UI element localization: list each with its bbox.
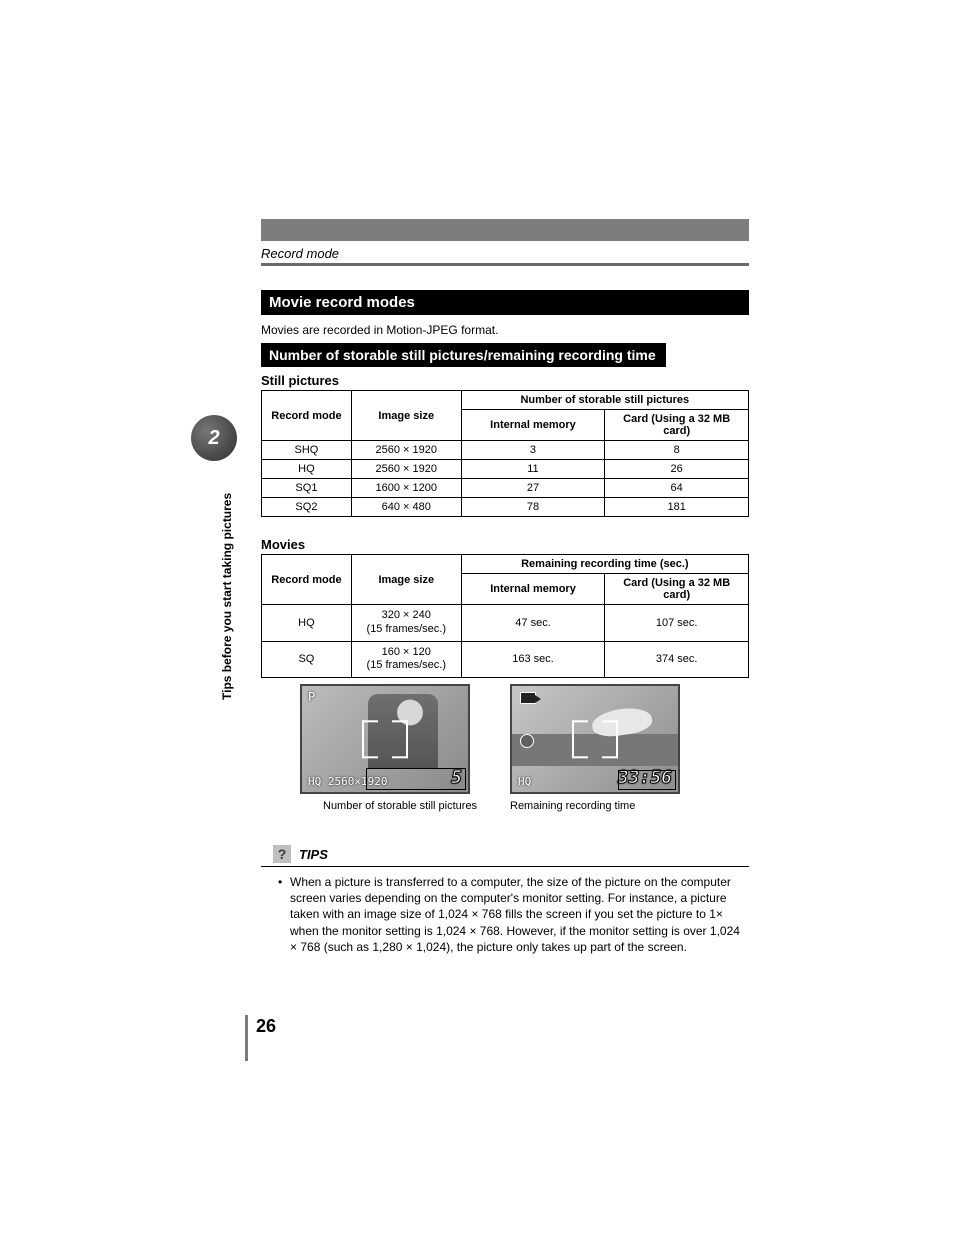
caption-still: Number of storable still pictures — [323, 800, 493, 812]
cell-internal: 3 — [461, 441, 605, 460]
cell-size: 320 × 240 (15 frames/sec.) — [351, 605, 461, 642]
table-row: SQ2 640 × 480 78 181 — [262, 498, 749, 517]
th-remaining-span: Remaining recording time (sec.) — [461, 555, 748, 574]
th-image-size: Image size — [351, 391, 461, 441]
movie-modes-body: Movies are recorded in Motion-JPEG forma… — [261, 323, 498, 337]
section-header-storable: Number of storable still pictures/remain… — [261, 343, 666, 367]
th-record-mode: Record mode — [262, 555, 352, 605]
table-row: SQ 160 × 120 (15 frames/sec.) 163 sec. 3… — [262, 641, 749, 678]
callout-box — [366, 768, 466, 790]
cell-size: 2560 × 1920 — [351, 460, 461, 479]
record-indicator-icon — [520, 734, 534, 748]
cell-internal: 78 — [461, 498, 605, 517]
cell-card: 107 sec. — [605, 605, 749, 642]
cell-card: 181 — [605, 498, 749, 517]
cell-internal: 47 sec. — [461, 605, 605, 642]
chapter-badge: 2 — [191, 415, 237, 461]
th-record-mode: Record mode — [262, 391, 352, 441]
cell-card: 64 — [605, 479, 749, 498]
cell-mode: HQ — [262, 460, 352, 479]
cell-internal: 163 sec. — [461, 641, 605, 678]
subheading-movies: Movies — [261, 537, 305, 552]
cell-card: 374 sec. — [605, 641, 749, 678]
chapter-vertical-label: Tips before you start taking pictures — [220, 493, 234, 700]
table-row: SHQ 2560 × 1920 3 8 — [262, 441, 749, 460]
tips-underline — [261, 866, 749, 867]
page-number: 26 — [256, 1016, 276, 1037]
table-movies: Record mode Image size Remaining recordi… — [261, 554, 749, 678]
tips-text: When a picture is transferred to a compu… — [290, 875, 740, 954]
page-number-rule — [245, 1015, 248, 1061]
cell-mode: SQ — [262, 641, 352, 678]
tips-label: TIPS — [299, 847, 328, 862]
breadcrumb: Record mode — [261, 246, 339, 261]
th-internal: Internal memory — [461, 410, 605, 441]
cell-card: 26 — [605, 460, 749, 479]
header-divider — [261, 263, 749, 266]
cell-mode: SHQ — [262, 441, 352, 460]
cell-mode: HQ — [262, 605, 352, 642]
caption-movie: Remaining recording time — [510, 800, 680, 812]
cell-mode: SQ1 — [262, 479, 352, 498]
section-header-movie-modes: Movie record modes — [261, 290, 749, 315]
cell-size: 2560 × 1920 — [351, 441, 461, 460]
tips-body: • When a picture is transferred to a com… — [290, 874, 745, 955]
cell-mode: SQ2 — [262, 498, 352, 517]
table-still-pictures: Record mode Image size Number of storabl… — [261, 390, 749, 517]
cell-card: 8 — [605, 441, 749, 460]
th-card: Card (Using a 32 MB card) — [605, 410, 749, 441]
movie-mode-icon — [520, 692, 536, 704]
cell-internal: 11 — [461, 460, 605, 479]
cell-size: 640 × 480 — [351, 498, 461, 517]
table-row: HQ 2560 × 1920 11 26 — [262, 460, 749, 479]
bullet-icon: • — [278, 874, 282, 890]
lcd-bottom-left: HQ — [518, 775, 531, 788]
th-card: Card (Using a 32 MB card) — [605, 574, 749, 605]
tips-question-icon: ? — [273, 845, 291, 863]
lcd-preview-still: P HQ 2560×1920 5 — [300, 684, 470, 794]
th-internal: Internal memory — [461, 574, 605, 605]
cell-internal: 27 — [461, 479, 605, 498]
tips-header: ? TIPS — [273, 845, 328, 863]
th-storable-span: Number of storable still pictures — [461, 391, 748, 410]
af-target-brackets-icon — [362, 720, 408, 754]
table-row: SQ1 1600 × 1200 27 64 — [262, 479, 749, 498]
mode-indicator: P — [308, 690, 315, 704]
header-gray-bar — [261, 219, 749, 241]
table-row: HQ 320 × 240 (15 frames/sec.) 47 sec. 10… — [262, 605, 749, 642]
th-image-size: Image size — [351, 555, 461, 605]
lcd-preview-movie: HQ 33:56 — [510, 684, 680, 794]
cell-size: 1600 × 1200 — [351, 479, 461, 498]
af-target-brackets-icon — [572, 720, 618, 754]
subheading-still-pictures: Still pictures — [261, 373, 339, 388]
callout-box — [618, 770, 676, 790]
cell-size: 160 × 120 (15 frames/sec.) — [351, 641, 461, 678]
